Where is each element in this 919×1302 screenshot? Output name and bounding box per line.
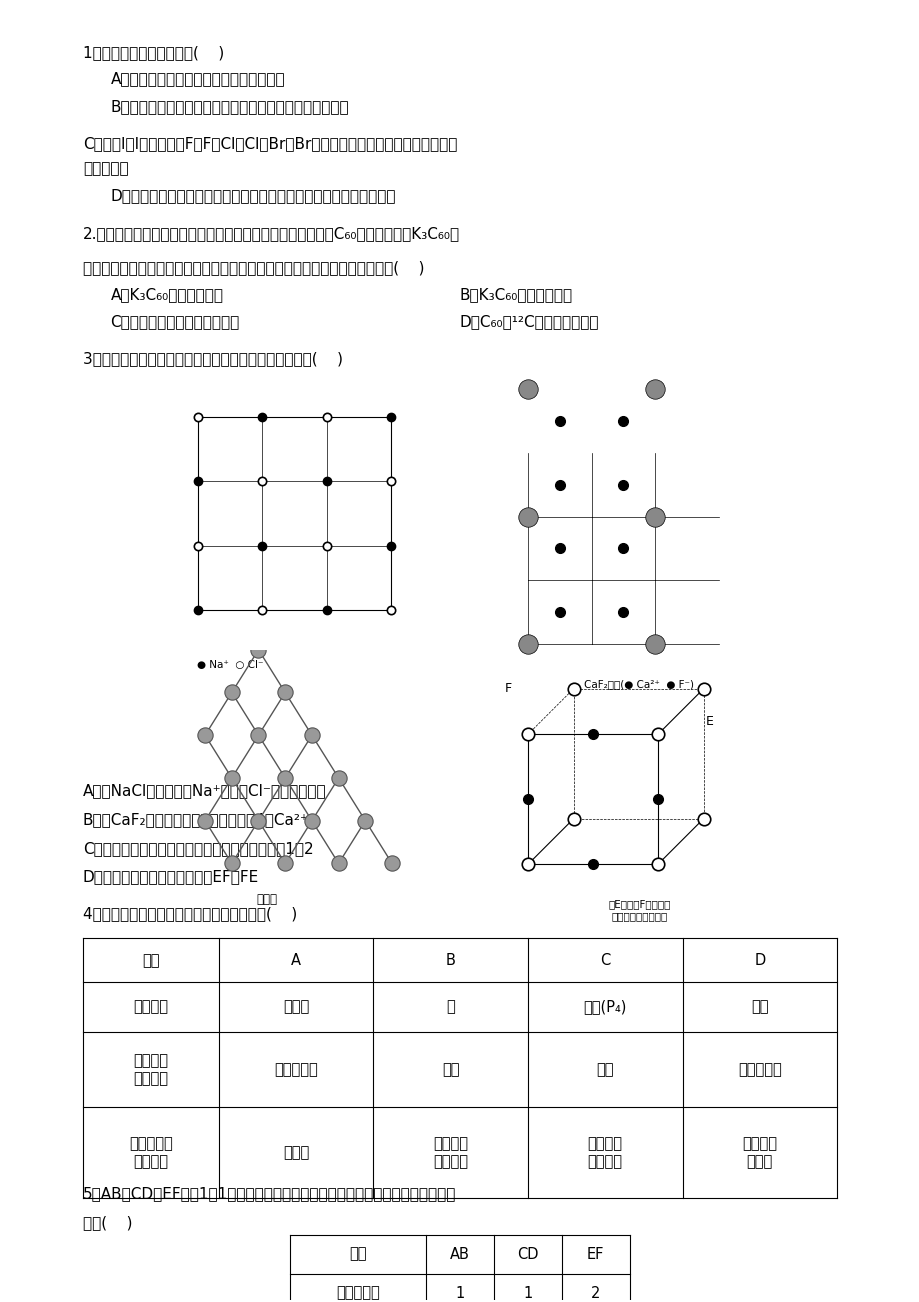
Text: 阴、阳离子: 阴、阳离子 (737, 1062, 781, 1077)
Text: 氯化钾: 氯化钾 (282, 1000, 309, 1014)
Text: 分子: 分子 (596, 1062, 613, 1077)
Text: CD: CD (516, 1246, 538, 1262)
Text: B．K₃C₆₀中不含共价键: B．K₃C₆₀中不含共价键 (460, 288, 573, 302)
Text: CaF₂晶体(● Ca²⁺  ● F⁻): CaF₂晶体(● Ca²⁺ ● F⁻) (584, 680, 694, 690)
Text: 1．下列有关叙述正确的是(    ): 1．下列有关叙述正确的是( ) (83, 46, 224, 60)
Text: 金刚石: 金刚石 (256, 893, 277, 906)
Text: 1: 1 (455, 1285, 464, 1301)
Text: 2: 2 (591, 1285, 600, 1301)
Text: A．K₃C₆₀中只有离子键: A．K₃C₆₀中只有离子键 (110, 288, 223, 302)
Text: ● Na⁺  ○ Cl⁻: ● Na⁺ ○ Cl⁻ (197, 660, 263, 671)
Text: D．该气态团簇分子的分子式为EF或FE: D．该气态团簇分子的分子式为EF或FE (83, 870, 259, 884)
Text: EF: EF (586, 1246, 604, 1262)
Text: 晶体名称: 晶体名称 (133, 1000, 168, 1014)
Text: 晶体中存在
的作用力: 晶体中存在 的作用力 (129, 1137, 173, 1169)
Text: 3．有关晶体的结构如图所示，则下列说法中不正确的是(    ): 3．有关晶体的结构如图所示，则下列说法中不正确的是( ) (83, 350, 343, 366)
Text: 选项: 选项 (142, 953, 159, 967)
Text: A．只含有离子键的化合物才是离子化合物: A．只含有离子键的化合物才是离子化合物 (110, 72, 285, 86)
Text: 离子电荷数: 离子电荷数 (336, 1285, 380, 1301)
Text: D．在分子晶体中一定不存在离子键，而在离子晶体中可能存在共价键: D．在分子晶体中一定不存在离子键，而在离子晶体中可能存在共价键 (110, 189, 395, 203)
Text: C: C (599, 953, 609, 967)
Text: 离子键、
共价键: 离子键、 共价键 (742, 1137, 777, 1169)
Text: 离子键: 离子键 (282, 1146, 309, 1160)
Text: 构成晶体
微粒名称: 构成晶体 微粒名称 (133, 1053, 168, 1086)
Text: AB: AB (449, 1246, 470, 1262)
Text: 实验测知该物质属于离子化合物，具有良好的超导性。下列有关分析正确的是(    ): 实验测知该物质属于离子化合物，具有良好的超导性。下列有关分析正确的是( ) (83, 260, 424, 275)
Text: 物质: 物质 (349, 1246, 367, 1262)
Text: B．硫酸铵晶体是含有离子键、极性键和配位键的分子晶体: B．硫酸铵晶体是含有离子键、极性键和配位键的分子晶体 (110, 99, 348, 113)
Text: A．在NaCl晶体中，距Na⁺最近的Cl⁻形成正八面体: A．在NaCl晶体中，距Na⁺最近的Cl⁻形成正八面体 (83, 784, 326, 798)
Text: 2.北京大学和中国科学院的化学工作者已成功研制出碱金属与C₆₀形成的球碳盐K₃C₆₀，: 2.北京大学和中国科学院的化学工作者已成功研制出碱金属与C₆₀形成的球碳盐K₃C… (83, 227, 460, 241)
Text: 烧碱: 烧碱 (750, 1000, 767, 1014)
Text: 共价键、
范德华力: 共价键、 范德华力 (433, 1137, 468, 1169)
Text: B．在CaF₂晶体中，每个晶胞平均占有4个Ca²⁺: B．在CaF₂晶体中，每个晶胞平均占有4个Ca²⁺ (83, 812, 309, 827)
Text: A: A (290, 953, 301, 967)
Text: 1: 1 (523, 1285, 532, 1301)
Text: 由E原子和F原子构成
的气态团簇分子模型: 由E原子和F原子构成 的气态团簇分子模型 (607, 900, 670, 921)
Text: D．C₆₀与¹²C互为同素异形体: D．C₆₀与¹²C互为同素异形体 (460, 315, 599, 329)
Text: 序是(    ): 序是( ) (83, 1215, 132, 1230)
Text: D: D (754, 953, 765, 967)
Text: 4．下表中列出了有关晶体的说明，错误的是(    ): 4．下表中列出了有关晶体的说明，错误的是( ) (83, 906, 297, 921)
Text: 阴、阳离子: 阴、阳离子 (274, 1062, 317, 1077)
Text: 5．AB、CD、EF均为1：1型离子化合物，根据下列数据判断它们熔点由高到低的顺: 5．AB、CD、EF均为1：1型离子化合物，根据下列数据判断它们熔点由高到低的顺 (83, 1186, 456, 1202)
Text: 原子: 原子 (441, 1062, 459, 1077)
Text: B: B (445, 953, 455, 967)
Text: C．该晶体在熔融状态下能导电: C．该晶体在熔融状态下能导电 (110, 315, 239, 329)
Text: 的熔点最低: 的熔点最低 (83, 161, 129, 176)
Text: 共价键、
范德华力: 共价键、 范德华力 (587, 1137, 622, 1169)
Text: C．在金刚石晶体中，碳原子与碳碳键的个数比为1：2: C．在金刚石晶体中，碳原子与碳碳键的个数比为1：2 (83, 841, 313, 855)
Text: 白磷(P₄): 白磷(P₄) (583, 1000, 626, 1014)
Text: C．由于I－I键的键能比F－F、Cl－Cl、Br－Br键的键能都小，所以在卤素单质中碘: C．由于I－I键的键能比F－F、Cl－Cl、Br－Br键的键能都小，所以在卤素单… (83, 137, 457, 151)
Text: 氩: 氩 (446, 1000, 455, 1014)
